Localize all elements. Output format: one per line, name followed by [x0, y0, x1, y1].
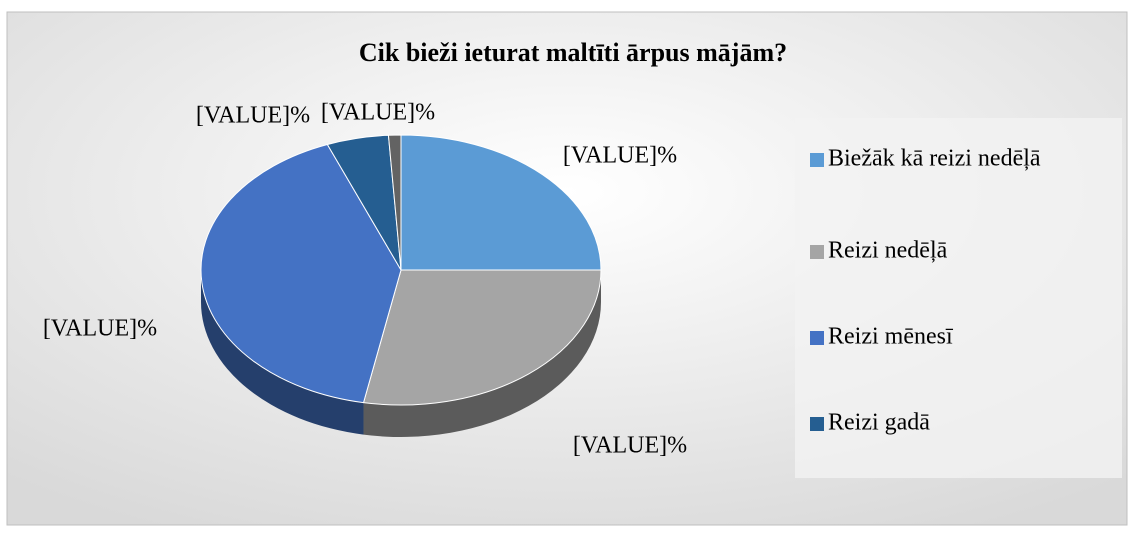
legend-label: Reizi nedēļā: [828, 238, 948, 264]
legend-swatch: [810, 153, 824, 167]
pie-slice: [400, 134, 602, 271]
data-label: [VALUE]%: [43, 316, 157, 342]
legend-swatch: [810, 245, 824, 259]
legend-label: Reizi mēnesī: [828, 324, 954, 350]
legend-label: Reizi gadā: [828, 410, 930, 436]
pie-slice: [362, 269, 602, 406]
legend-swatch: [810, 417, 824, 431]
pie-slice: [200, 143, 402, 404]
chart-title: Cik bieži ieturat maltīti ārpus mājām?: [359, 38, 787, 67]
data-label: [VALUE]%: [573, 433, 687, 459]
data-label: [VALUE]%: [196, 103, 310, 129]
data-label: [VALUE]%: [321, 100, 435, 126]
pie-slice: [387, 134, 402, 271]
legend-swatch: [810, 331, 824, 345]
legend-box: [795, 118, 1122, 478]
legend-label: Biežāk kā reizi nedēļā: [828, 146, 1041, 172]
data-label: [VALUE]%: [563, 143, 677, 169]
pie-side: [201, 270, 364, 435]
pie-side: [363, 270, 601, 437]
